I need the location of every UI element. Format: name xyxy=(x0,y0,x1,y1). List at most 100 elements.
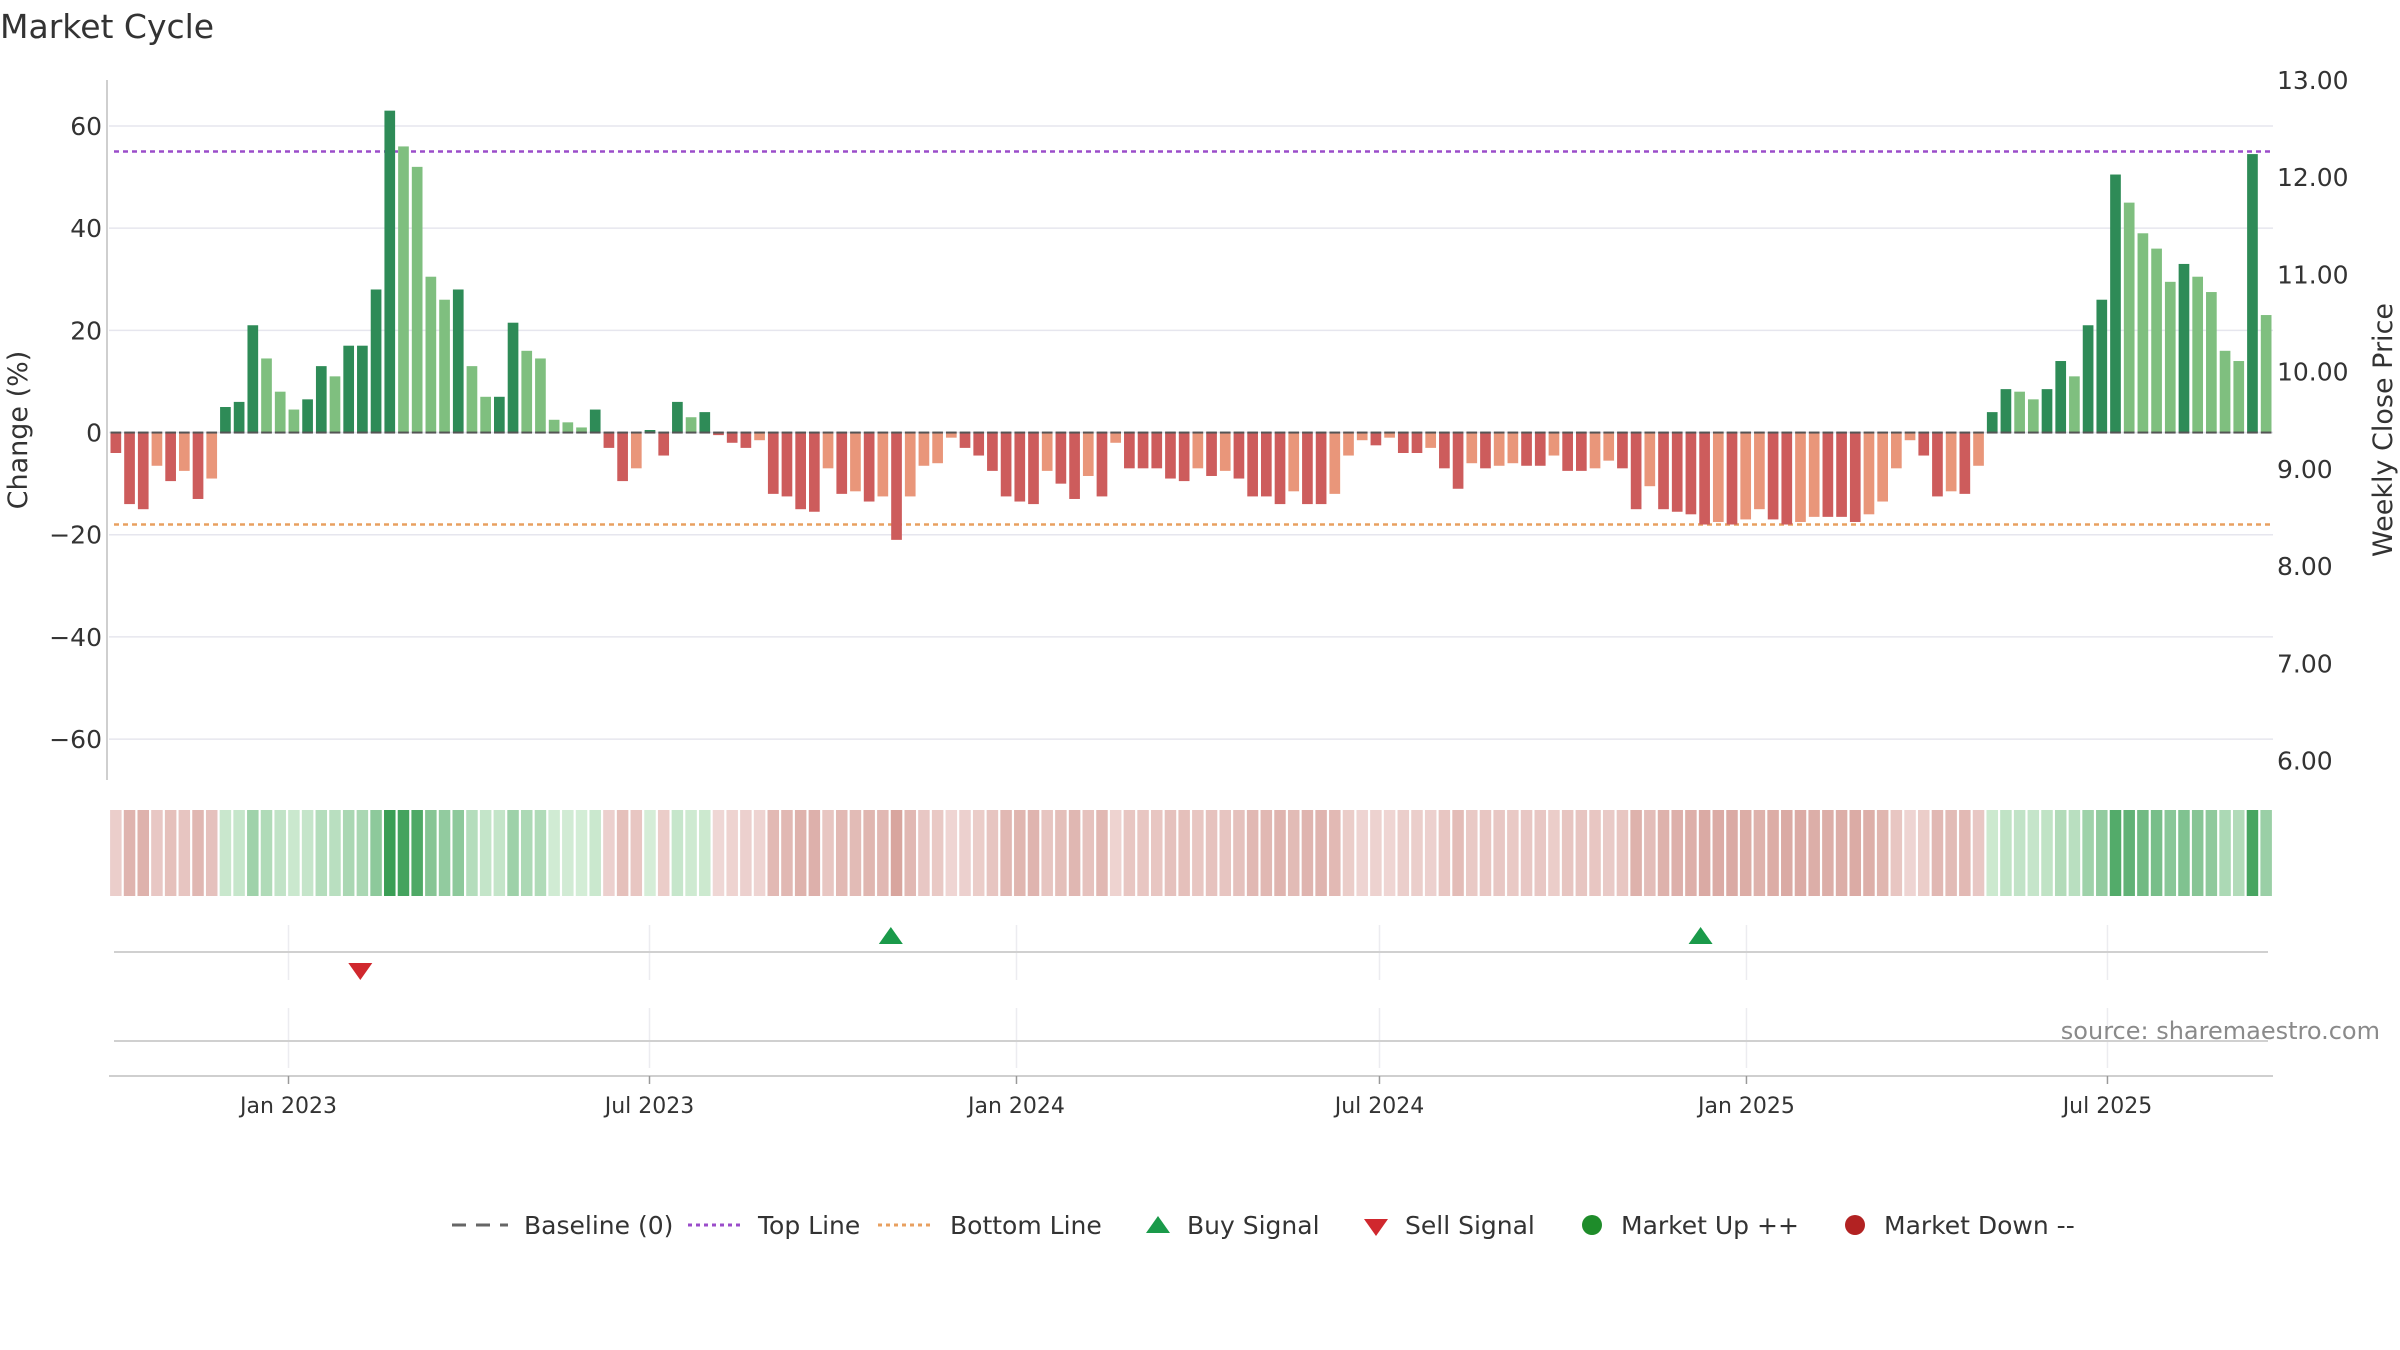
bar xyxy=(1411,432,1423,453)
bar xyxy=(1219,432,1231,471)
heat-cell xyxy=(1260,810,1273,896)
bar xyxy=(2055,361,2067,433)
heat-cell xyxy=(849,810,862,896)
bar xyxy=(233,401,245,433)
heat-cell xyxy=(1452,810,1464,896)
heat-cell xyxy=(2164,810,2177,896)
heat-cell xyxy=(1397,810,1410,896)
heat-cell xyxy=(1630,810,1642,896)
signal-panel xyxy=(114,925,2268,980)
heat-cell xyxy=(562,810,574,896)
legend-item: Top Line xyxy=(688,1211,860,1240)
heat-cell xyxy=(1849,810,1862,896)
heat-cell xyxy=(685,810,697,896)
bar xyxy=(2110,174,2121,433)
bar xyxy=(1096,432,1108,497)
bar xyxy=(644,430,656,433)
bar xyxy=(1932,432,1943,497)
bar xyxy=(411,166,423,433)
heat-cell xyxy=(192,810,204,896)
heat-cell xyxy=(1342,810,1355,896)
heat-cell xyxy=(767,810,780,896)
bar xyxy=(863,432,875,502)
heat-cell xyxy=(315,810,328,896)
heat-cell xyxy=(945,810,958,896)
heat-cell xyxy=(2013,810,2026,896)
right-y-tick-label: 8.00 xyxy=(2277,552,2333,581)
bar xyxy=(1041,432,1053,471)
bar xyxy=(1466,432,1478,464)
heat-cell xyxy=(1000,810,1012,896)
x-tick-label: Jul 2025 xyxy=(2061,1094,2153,1119)
bar xyxy=(343,345,355,433)
heat-cell xyxy=(2178,810,2190,896)
heat-cell xyxy=(2150,810,2163,896)
bar xyxy=(1712,432,1724,522)
bar xyxy=(302,399,313,433)
heat-cell xyxy=(1794,810,1807,896)
heat-cell xyxy=(123,810,136,896)
heat-cell xyxy=(2068,810,2081,896)
bar xyxy=(1343,432,1354,456)
bar xyxy=(1439,432,1450,469)
bar xyxy=(945,432,957,438)
bar xyxy=(1671,432,1683,512)
bar xyxy=(2247,154,2258,433)
bar xyxy=(2014,391,2025,433)
x-tick-label: Jan 2025 xyxy=(1696,1094,1795,1119)
heat-cell xyxy=(1575,810,1588,896)
bar xyxy=(1302,432,1313,505)
heat-cell xyxy=(1493,810,1505,896)
heat-cell xyxy=(877,810,889,896)
heat-cell xyxy=(630,810,643,896)
bar xyxy=(439,299,450,433)
bar xyxy=(589,409,601,433)
bar xyxy=(1589,432,1601,469)
heat-cell xyxy=(466,810,478,896)
x-axis: Jan 2023 Jul 2023 Jan 2024 Jul 2024 Jan 2025… xyxy=(109,1075,2273,1119)
bar xyxy=(2137,233,2149,433)
bar xyxy=(1849,432,1861,522)
left-y-tick-label: 20 xyxy=(70,316,102,345)
bar xyxy=(357,345,368,433)
bar xyxy=(1110,432,1122,443)
heat-cell xyxy=(918,810,930,896)
source-text: source: sharemaestro.com xyxy=(2061,1017,2380,1045)
right-y-tick-label: 11.00 xyxy=(2277,260,2349,289)
bar xyxy=(1795,432,1806,522)
heat-cell xyxy=(1082,810,1095,896)
bar xyxy=(932,432,943,464)
heat-cell xyxy=(1151,810,1163,896)
bar xyxy=(384,110,396,433)
bar xyxy=(370,289,382,433)
bar xyxy=(1000,432,1012,497)
heat-cell xyxy=(986,810,999,896)
bar xyxy=(603,432,615,448)
bar xyxy=(151,432,163,466)
heat-cell xyxy=(1301,810,1314,896)
legend-item: Baseline (0) xyxy=(452,1211,673,1240)
heat-cell xyxy=(110,810,122,896)
heat-cell xyxy=(1123,810,1136,896)
heat-cell xyxy=(205,810,218,896)
heat-cell xyxy=(452,810,465,896)
bar xyxy=(1863,432,1875,515)
bar xyxy=(535,358,546,433)
bar xyxy=(1493,432,1505,466)
bar xyxy=(1178,432,1190,482)
bar xyxy=(329,376,341,433)
heat-cell xyxy=(2096,810,2108,896)
bar xyxy=(192,432,204,499)
bar xyxy=(1124,432,1135,469)
bar xyxy=(904,432,916,497)
bar xyxy=(836,432,848,494)
bar xyxy=(548,419,560,433)
heat-cell xyxy=(726,810,738,896)
heat-cell xyxy=(1383,810,1396,896)
bar xyxy=(1781,432,1793,525)
bar xyxy=(480,396,491,433)
heat-cell xyxy=(520,810,533,896)
heat-cell xyxy=(411,810,423,896)
legend-label: Sell Signal xyxy=(1405,1211,1535,1240)
